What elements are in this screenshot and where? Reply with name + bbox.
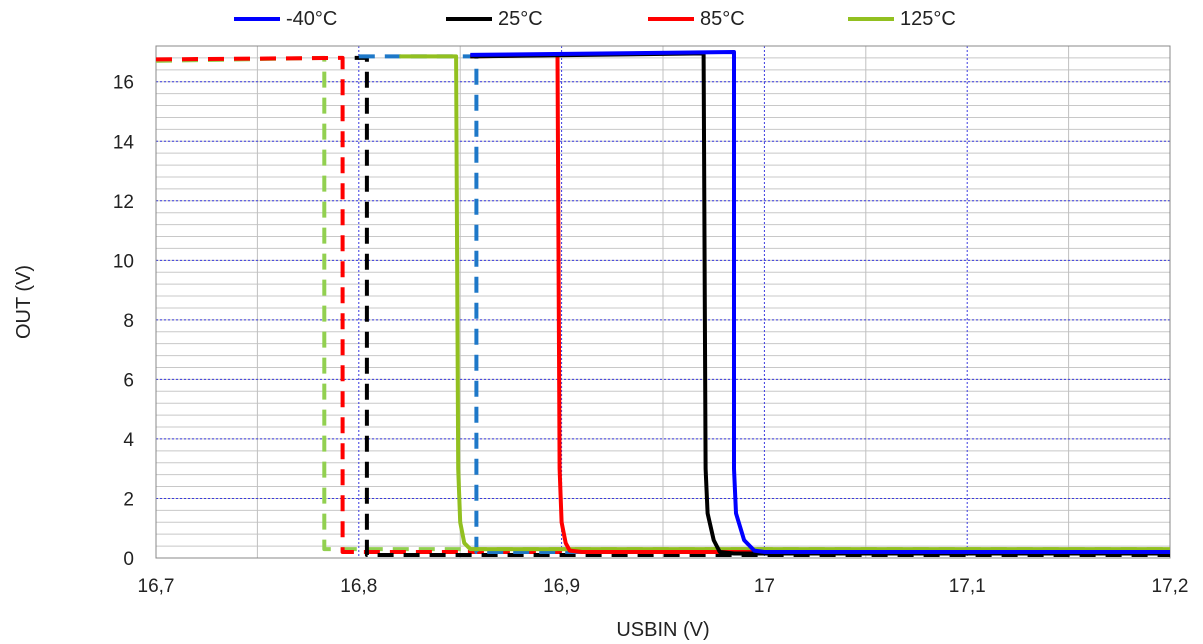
y-tick-label: 4: [123, 430, 134, 451]
series-line-3: [399, 54, 1170, 552]
y-axis-label: OUT (V): [13, 265, 35, 339]
legend-item: 85°C: [648, 4, 745, 34]
legend-item: -40°C: [234, 4, 337, 34]
legend-item: 25°C: [446, 4, 543, 34]
tick-labels: 16,7 16,8 16,9 17 17,1 17,2 0 2 4 6 8 10 12 14 16: [113, 73, 1189, 597]
x-tick-label: 17: [754, 576, 775, 597]
legend-label: -40°C: [286, 7, 338, 30]
x-tick-label: 16,7: [138, 576, 175, 597]
y-tick-label: 6: [123, 370, 134, 391]
y-tick-label: 0: [123, 549, 134, 570]
x-tick-label: 17,2: [1152, 576, 1189, 597]
series-line-1: [470, 51, 1170, 556]
x-tick-label: 16,9: [543, 576, 580, 597]
legend-swatch: [446, 17, 492, 21]
series-line-6: [155, 55, 1170, 554]
y-tick-label: 10: [113, 251, 134, 272]
legend-item: 125°C: [848, 4, 956, 34]
legend-label: 25°C: [498, 7, 543, 30]
series-line-2: [470, 52, 1170, 554]
legend-swatch: [648, 17, 694, 21]
legend-label: 125°C: [900, 7, 956, 30]
x-tick-label: 16,8: [340, 576, 377, 597]
plot-area: [155, 45, 1171, 559]
series-layer: [155, 50, 1170, 557]
legend-swatch: [234, 17, 280, 21]
y-tick-label: 8: [123, 311, 134, 332]
legend-swatch: [848, 17, 894, 21]
legend-label: 85°C: [700, 7, 745, 30]
y-tick-label: 2: [123, 489, 134, 510]
y-tick-label: 12: [113, 192, 134, 213]
x-tick-label: 17,1: [949, 576, 986, 597]
grid-layer: [156, 46, 1170, 558]
y-tick-label: 16: [113, 73, 134, 94]
x-axis-label: USBIN (V): [616, 619, 709, 641]
series-line-0: [470, 50, 1170, 554]
y-tick-label: 14: [113, 132, 135, 153]
